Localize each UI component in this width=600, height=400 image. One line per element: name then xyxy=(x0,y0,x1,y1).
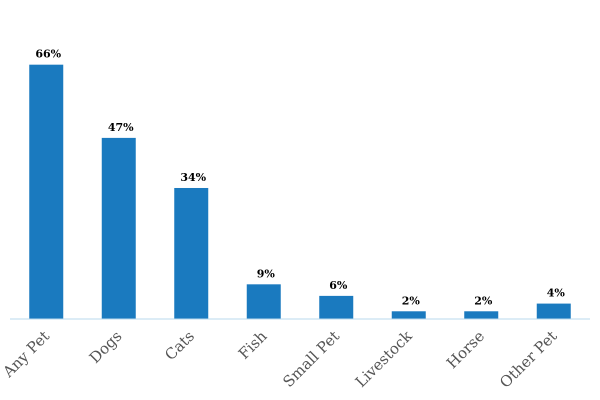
x-tick-label: Fish xyxy=(235,327,271,363)
x-tick-label: Horse xyxy=(443,327,488,372)
x-tick-label: Livestock xyxy=(352,326,417,391)
bar xyxy=(174,187,209,319)
value-label: 2% xyxy=(402,294,421,307)
x-tick-label: Small Pet xyxy=(279,327,343,391)
x-tick-label: Any Pet xyxy=(0,327,53,381)
x-tick-label: Dogs xyxy=(86,327,126,367)
value-label: 47% xyxy=(108,121,134,134)
value-label: 4% xyxy=(547,287,566,300)
x-tick-label: Cats xyxy=(161,327,198,364)
value-label: 34% xyxy=(180,171,206,184)
bar xyxy=(101,137,136,319)
bar xyxy=(246,284,281,319)
value-label: 2% xyxy=(474,294,493,307)
bar xyxy=(29,64,64,320)
x-tick-label: Other Pet xyxy=(496,327,560,391)
value-label: 66% xyxy=(35,48,61,61)
value-label: 9% xyxy=(257,267,276,280)
bar xyxy=(536,303,571,319)
value-label: 6% xyxy=(329,279,348,292)
bar xyxy=(319,295,354,319)
bar xyxy=(464,311,499,319)
bar xyxy=(391,311,426,319)
